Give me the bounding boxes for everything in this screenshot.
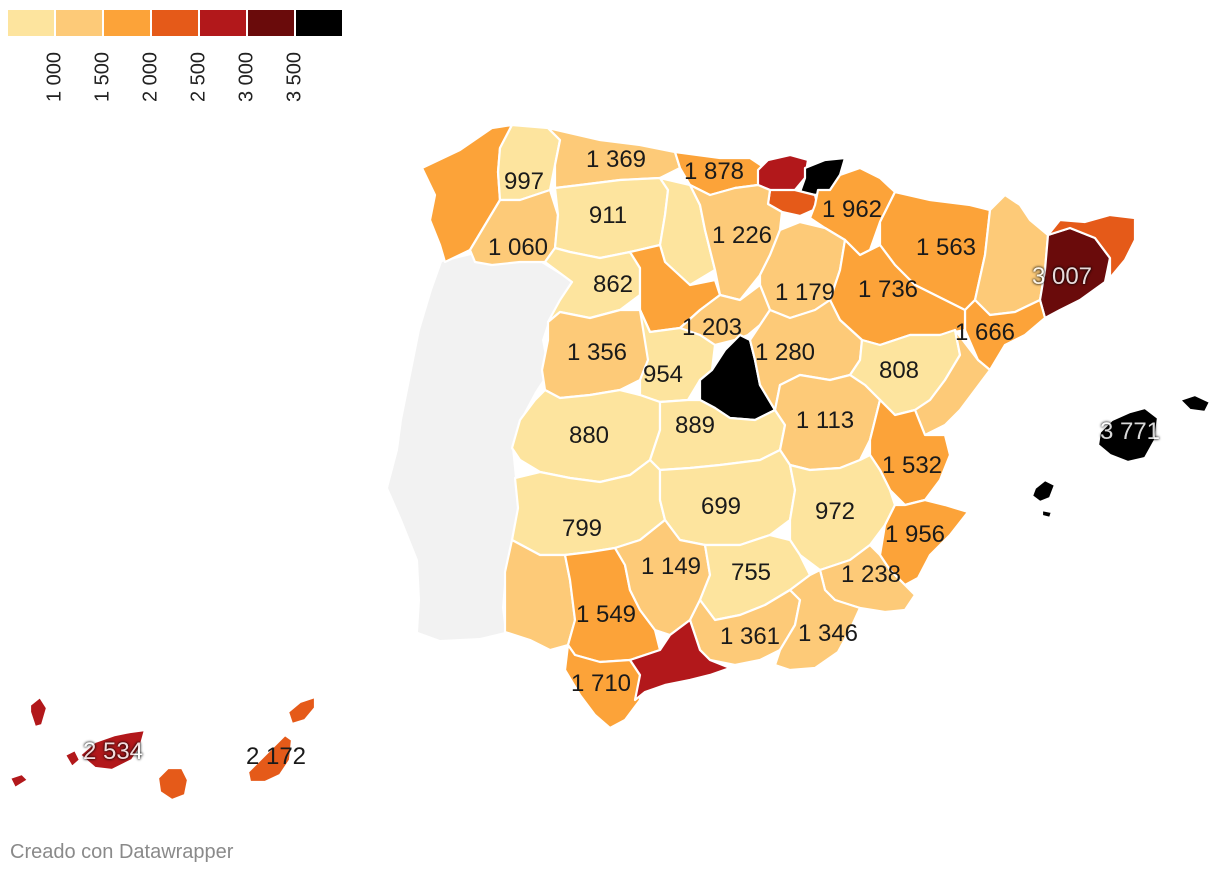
legend-swatch bbox=[248, 10, 294, 36]
province-baleares[interactable] bbox=[1096, 406, 1160, 464]
portugal-area bbox=[388, 250, 572, 640]
value-label-santa-cruz-de-tenerife: 2 534 bbox=[82, 738, 144, 765]
legend-swatch bbox=[152, 10, 198, 36]
value-label-segovia: 1 203 bbox=[681, 314, 743, 341]
value-label-navarra: 1 962 bbox=[821, 196, 883, 223]
value-label-granada: 1 361 bbox=[719, 623, 781, 650]
value-label-jaen: 755 bbox=[730, 559, 772, 586]
legend-swatch bbox=[296, 10, 342, 36]
value-label-badajoz: 799 bbox=[561, 515, 603, 542]
value-label-baleares: 3 771 bbox=[1099, 418, 1161, 445]
province-almeria[interactable] bbox=[773, 568, 862, 672]
value-label-barcelona: 3 007 bbox=[1031, 263, 1093, 290]
province-santa-cruz-de-tenerife[interactable] bbox=[28, 695, 49, 729]
province-cadiz[interactable] bbox=[563, 643, 642, 730]
value-label-zaragoza: 1 736 bbox=[857, 276, 919, 303]
value-label-asturias: 1 369 bbox=[585, 146, 647, 173]
value-label-cadiz: 1 710 bbox=[570, 670, 632, 697]
value-label-tarragona: 1 666 bbox=[954, 319, 1016, 346]
province-malaga[interactable] bbox=[628, 618, 732, 702]
legend-swatch bbox=[200, 10, 246, 36]
value-label-ciudad-real: 699 bbox=[700, 493, 742, 520]
legend-swatch bbox=[8, 10, 54, 36]
province-cuenca[interactable] bbox=[773, 373, 882, 472]
value-label-valencia: 1 532 bbox=[881, 452, 943, 479]
province-santa-cruz-de-tenerife[interactable] bbox=[63, 748, 82, 769]
province-baleares[interactable] bbox=[1178, 393, 1212, 414]
value-label-avila: 954 bbox=[642, 361, 684, 388]
province-las-palmas[interactable] bbox=[286, 695, 317, 726]
province-girona[interactable] bbox=[1046, 213, 1137, 280]
province-vizcaya[interactable] bbox=[756, 153, 810, 194]
province-santa-cruz-de-tenerife[interactable] bbox=[8, 772, 30, 790]
value-label-almeria: 1 346 bbox=[797, 620, 859, 647]
value-label-salamanca: 1 356 bbox=[566, 339, 628, 366]
value-label-cordoba: 1 149 bbox=[640, 553, 702, 580]
value-label-teruel: 808 bbox=[878, 357, 920, 384]
province-las-palmas[interactable] bbox=[246, 733, 294, 784]
province-baleares[interactable] bbox=[1040, 508, 1054, 520]
value-label-guadalajara: 1 280 bbox=[754, 339, 816, 366]
value-label-alicante: 1 956 bbox=[884, 521, 946, 548]
province-castellon[interactable] bbox=[913, 328, 992, 437]
legend-swatch bbox=[56, 10, 102, 36]
value-label-caceres: 880 bbox=[568, 422, 610, 449]
value-label-soria: 1 179 bbox=[774, 279, 836, 306]
value-label-huesca: 1 563 bbox=[915, 234, 977, 261]
province-las-palmas[interactable] bbox=[156, 766, 190, 802]
province-navarra[interactable] bbox=[808, 166, 897, 257]
value-label-murcia: 1 238 bbox=[840, 561, 902, 588]
value-label-burgos: 1 226 bbox=[711, 222, 773, 249]
province-santa-cruz-de-tenerife[interactable] bbox=[78, 728, 147, 772]
value-label-toledo: 889 bbox=[674, 412, 716, 439]
legend-swatch bbox=[104, 10, 150, 36]
value-label-leon: 911 bbox=[588, 202, 628, 229]
value-label-ourense: 1 060 bbox=[487, 234, 549, 261]
value-label-sevilla: 1 549 bbox=[575, 601, 637, 628]
value-label-cantabria: 1 878 bbox=[683, 158, 745, 185]
value-label-zamora: 862 bbox=[592, 271, 634, 298]
value-label-albacete: 972 bbox=[814, 498, 856, 525]
value-label-cuenca: 1 113 bbox=[795, 407, 855, 434]
credit-text: Creado con Datawrapper bbox=[10, 841, 234, 863]
value-label-las-palmas: 2 172 bbox=[245, 743, 307, 770]
value-label-lugo: 997 bbox=[503, 168, 545, 195]
color-legend: 1 000 1 500 2 000 2 500 3 000 3 500 bbox=[8, 10, 348, 110]
province-baleares[interactable] bbox=[1030, 478, 1057, 504]
